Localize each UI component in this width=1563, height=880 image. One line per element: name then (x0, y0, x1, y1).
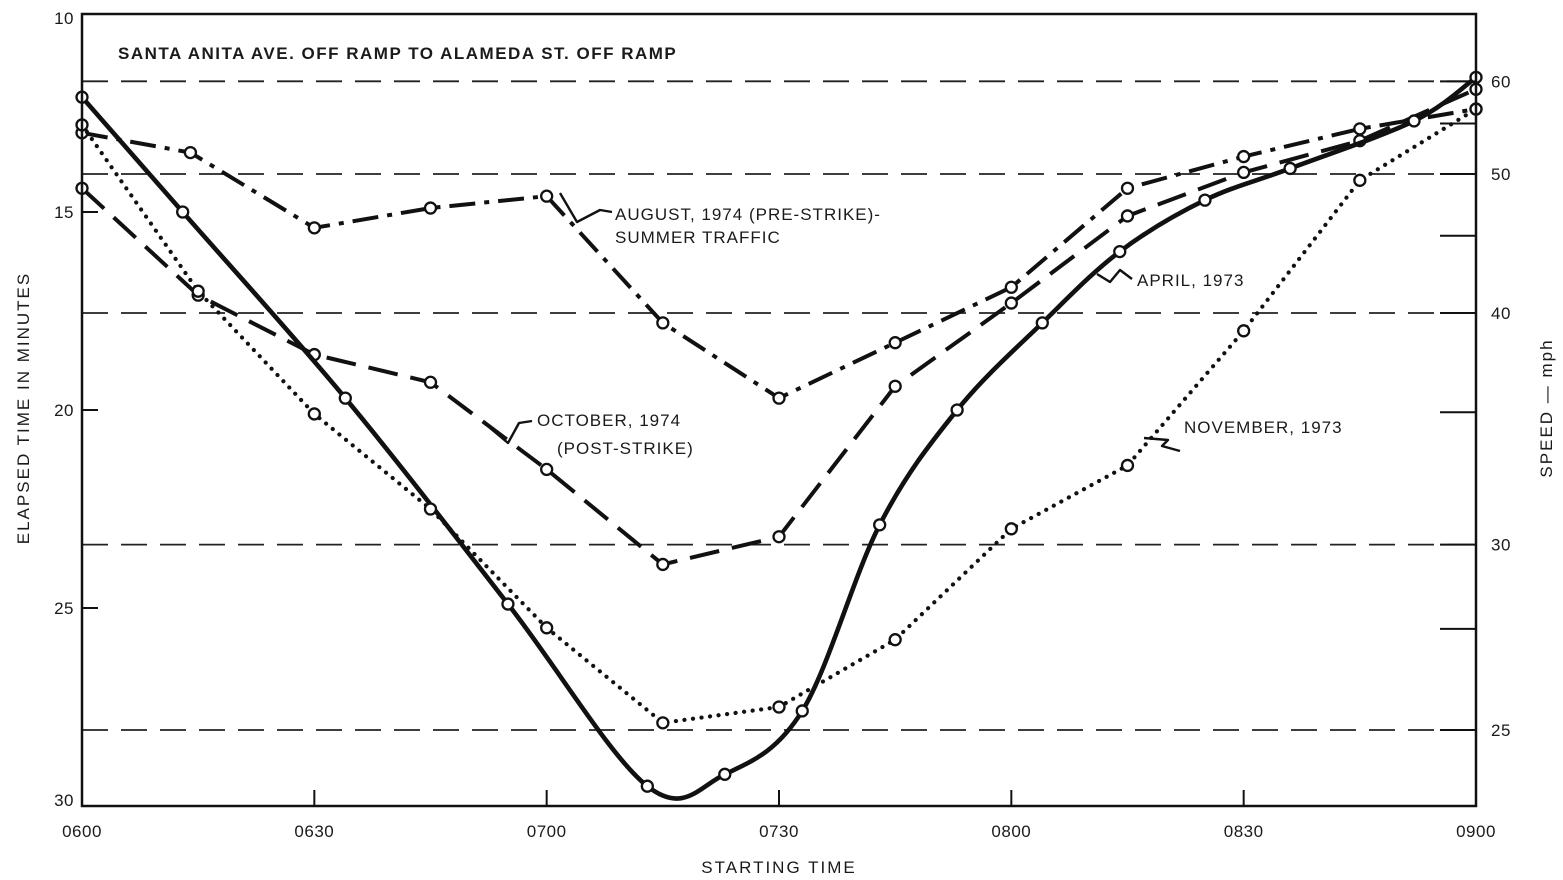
annotation-text: OCTOBER, 1974 (537, 411, 681, 430)
data-point (1004, 522, 1018, 536)
data-point (656, 316, 670, 330)
x-tick-label: 0600 (62, 822, 102, 841)
series-line-august-1974 (81, 107, 1477, 401)
speed-axis-title: SPEED — mph (1537, 338, 1556, 477)
data-point (1120, 181, 1135, 195)
x-tick-label: 0730 (759, 822, 799, 841)
series-line-october-1974 (80, 87, 1477, 567)
data-point (795, 704, 809, 718)
data-point (888, 379, 902, 393)
annotation-text: SUMMER TRAFFIC (615, 228, 781, 247)
data-point (423, 502, 438, 516)
data-point (1237, 165, 1251, 180)
y-tick-label: 15 (54, 203, 74, 222)
data-point (772, 700, 786, 714)
x-tick-label: 0900 (1456, 822, 1496, 841)
data-point (423, 375, 438, 389)
speed-tick-label: 30 (1491, 536, 1511, 555)
data-point (1120, 458, 1135, 473)
data-point (1004, 296, 1018, 310)
data-point (656, 716, 670, 730)
data-point (888, 336, 902, 350)
y-tick-label: 25 (54, 599, 74, 618)
data-point (1407, 114, 1421, 128)
data-point (1004, 280, 1018, 294)
annotation-text: NOVEMBER, 1973 (1184, 418, 1343, 437)
data-point (183, 145, 198, 160)
data-point (1283, 161, 1297, 176)
series-line-april-1973 (79, 75, 1479, 801)
axes-layer: 0600 0630 0700 0730 0800 0830 0900 10 15 20 25 30 60… (54, 9, 1511, 841)
x-tick-label: 0700 (527, 822, 567, 841)
data-point (1198, 193, 1212, 207)
data-point (1353, 122, 1367, 136)
annotation-leader (558, 192, 613, 224)
data-point (307, 407, 321, 421)
annotation-leader (489, 419, 533, 445)
data-point (888, 633, 902, 647)
speed-tick-label: 25 (1491, 721, 1511, 740)
data-point (501, 597, 515, 611)
series-november-1973 (75, 102, 1483, 730)
data-point (772, 530, 786, 544)
data-point (718, 767, 732, 781)
data-point (656, 557, 670, 572)
annotation-text: (POST-STRIKE) (557, 439, 694, 458)
annotation-april-1973: APRIL, 1973 (1096, 268, 1244, 290)
data-point (540, 462, 554, 477)
speed-tick-label: 40 (1491, 304, 1511, 323)
data-point (540, 189, 554, 203)
x-tick-label: 0630 (294, 822, 334, 841)
data-point (950, 403, 964, 417)
series-layer (75, 70, 1483, 801)
y-tick-label: 30 (54, 791, 74, 810)
chart-title: SANTA ANITA AVE. OFF RAMP TO ALAMEDA ST.… (118, 44, 677, 63)
data-point (640, 779, 654, 793)
data-point (423, 201, 438, 215)
annotation-layer: AUGUST, 1974 (PRE-STRIKE)- SUMMER TRAFFIC… (489, 192, 1343, 458)
series-line-november-1973 (79, 106, 1479, 725)
y-tick-label: 10 (54, 9, 74, 28)
data-point (338, 391, 352, 405)
annotation-november-1973: NOVEMBER, 1973 (1143, 418, 1343, 453)
data-point (191, 284, 205, 298)
data-point (1035, 316, 1049, 330)
data-point (540, 621, 554, 635)
x-tick-label: 0800 (991, 822, 1031, 841)
plot-frame (80, 12, 1478, 808)
series-august-1974 (75, 102, 1483, 405)
data-point (1113, 244, 1127, 259)
annotation-text: APRIL, 1973 (1137, 271, 1244, 290)
annotation-october-1974: OCTOBER, 1974 (POST-STRIKE) (489, 411, 694, 458)
data-point (1237, 149, 1251, 164)
annotation-text: AUGUST, 1974 (PRE-STRIKE)- (615, 205, 881, 224)
data-point (1237, 324, 1251, 338)
data-point (772, 391, 786, 405)
y-tick-label: 20 (54, 401, 74, 420)
x-tick-label: 0830 (1224, 822, 1264, 841)
annotation-leader (1143, 436, 1181, 453)
x-axis-title: STARTING TIME (701, 858, 856, 877)
speed-tick-label: 50 (1491, 165, 1511, 184)
annotation-august-1974: AUGUST, 1974 (PRE-STRIKE)- SUMMER TRAFFIC (558, 192, 881, 247)
data-point (873, 518, 887, 532)
data-point (176, 205, 190, 219)
annotation-leader (1096, 268, 1133, 284)
data-point (1120, 209, 1135, 223)
data-point (1353, 173, 1367, 187)
y-axis-title: ELAPSED TIME IN MINUTES (14, 272, 33, 544)
speed-tick-label: 60 (1491, 72, 1511, 91)
data-point (307, 221, 321, 235)
